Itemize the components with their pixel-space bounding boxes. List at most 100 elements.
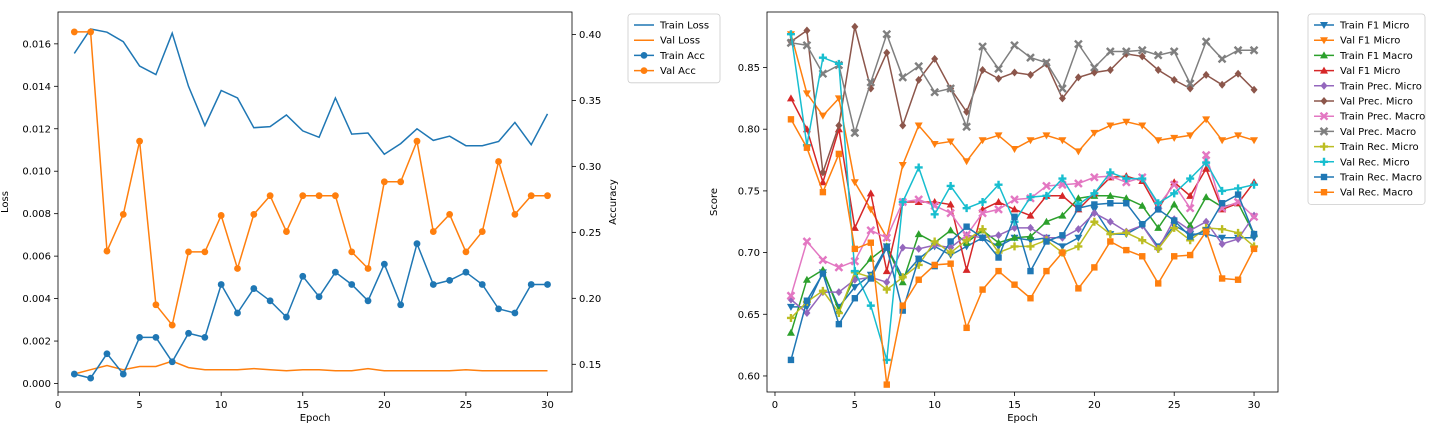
legend-entry: Val F1 Micro xyxy=(1314,36,1400,47)
y-tick-label: 0.002 xyxy=(22,337,51,348)
data-point xyxy=(866,77,876,87)
legend-label: Train Prec. Micro xyxy=(1339,81,1422,92)
legend-marker xyxy=(640,67,648,74)
data-point xyxy=(1042,181,1051,191)
data-point xyxy=(1138,122,1147,130)
data-point xyxy=(1027,295,1034,302)
data-point xyxy=(947,238,954,245)
data-point xyxy=(851,22,859,31)
legend-entry: Train Acc xyxy=(634,51,705,62)
x-tick-label: 15 xyxy=(1008,400,1021,411)
data-point xyxy=(818,255,828,265)
data-point xyxy=(168,321,176,329)
data-point xyxy=(1202,228,1210,235)
data-point xyxy=(915,75,923,84)
data-point xyxy=(511,309,519,317)
data-point xyxy=(818,53,827,62)
legend-box xyxy=(627,13,721,84)
data-point xyxy=(364,265,372,272)
data-point xyxy=(1250,180,1259,189)
data-point xyxy=(1106,191,1115,199)
legend-1: Train Loss Val Loss Train Acc Val Acc xyxy=(627,13,721,84)
series-val-acc xyxy=(70,28,551,329)
data-point xyxy=(364,297,372,305)
data-point xyxy=(915,255,922,262)
data-point xyxy=(413,240,421,248)
data-point xyxy=(931,54,939,63)
data-point xyxy=(1026,232,1035,240)
data-point xyxy=(1169,180,1179,190)
data-point xyxy=(119,211,127,218)
data-point xyxy=(1154,65,1162,74)
data-point xyxy=(1249,45,1259,55)
legend-marker xyxy=(640,52,648,59)
data-point xyxy=(250,285,258,292)
plot-area xyxy=(767,12,1278,392)
x-tick-label: 25 xyxy=(460,400,473,411)
y-tick-label: 0.008 xyxy=(22,209,51,220)
data-point xyxy=(1234,228,1243,237)
legend-entry: Train Loss xyxy=(634,21,709,32)
y2-tick-label: 0.20 xyxy=(579,294,601,305)
data-point xyxy=(802,237,812,246)
y-axis-label: Score xyxy=(709,188,720,216)
data-point xyxy=(1107,200,1114,207)
data-point xyxy=(962,158,971,166)
data-point xyxy=(103,350,111,358)
legend-entry: Train Rec. Macro xyxy=(1314,173,1422,184)
legend-marker xyxy=(1320,37,1328,45)
legend-entry: Val Rec. Macro xyxy=(1314,188,1413,199)
data-point xyxy=(429,228,437,235)
legend-label: Train Rec. Micro xyxy=(1339,142,1419,153)
series-val-rec-macro xyxy=(787,116,1258,388)
data-point xyxy=(1090,129,1099,137)
legend-label: Val Rec. Macro xyxy=(1340,188,1413,199)
data-point xyxy=(1185,79,1195,88)
data-point xyxy=(1169,47,1179,56)
legend-label: Train Rec. Macro xyxy=(1339,173,1422,184)
legend-2: Train F1 Micro Val F1 Micro Train F1 Macro… xyxy=(1307,13,1426,205)
data-point xyxy=(348,281,356,288)
data-point xyxy=(994,180,1003,189)
data-point xyxy=(1090,63,1099,72)
data-point xyxy=(1026,193,1035,202)
data-point xyxy=(136,137,143,145)
data-point xyxy=(1186,233,1194,240)
data-point xyxy=(850,284,859,292)
legend-entry: Train F1 Micro xyxy=(1314,21,1409,32)
data-point xyxy=(914,230,923,238)
data-point xyxy=(1058,94,1066,103)
data-point xyxy=(978,42,987,51)
data-point xyxy=(1026,70,1034,79)
data-point xyxy=(803,297,811,304)
legend-label: Train Loss xyxy=(659,21,709,32)
y-tick-label: 0.60 xyxy=(738,371,760,382)
chart-2: 0 5 10 15 20 25 30 0.60 0.65 0.70 0.75 0.80 0.85 Epoc… xyxy=(709,11,1279,424)
legend-label: Train Acc xyxy=(659,51,705,62)
data-point xyxy=(803,309,811,318)
data-point xyxy=(914,195,924,204)
series-line xyxy=(790,195,1255,334)
data-point xyxy=(136,333,143,341)
data-point xyxy=(1091,201,1098,208)
data-point xyxy=(348,248,356,256)
data-point xyxy=(1186,221,1195,229)
data-point xyxy=(413,137,421,145)
data-point xyxy=(1011,223,1019,232)
data-point xyxy=(963,324,970,332)
data-point xyxy=(1123,246,1130,254)
data-point xyxy=(786,94,795,102)
data-point xyxy=(1010,195,1019,204)
data-point xyxy=(914,163,923,172)
data-point xyxy=(978,225,987,234)
data-point xyxy=(380,260,388,268)
data-point xyxy=(1201,150,1211,160)
y-tick-label: 0.004 xyxy=(22,294,51,305)
data-point xyxy=(1234,235,1242,244)
series-val-prec-macro xyxy=(786,29,1259,138)
data-point xyxy=(995,74,1003,83)
data-point xyxy=(962,236,971,245)
data-point xyxy=(168,358,176,366)
data-point xyxy=(994,64,1003,74)
data-point xyxy=(70,28,78,36)
